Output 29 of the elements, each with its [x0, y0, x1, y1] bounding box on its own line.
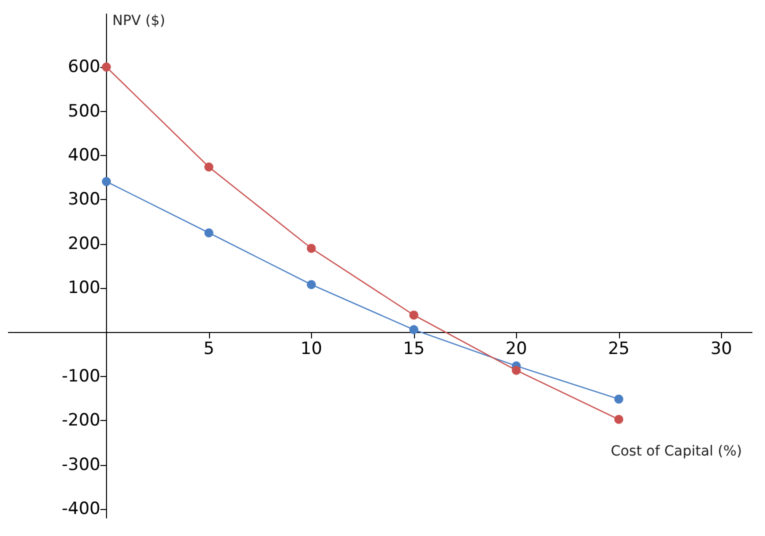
x-tick-label: 15	[403, 338, 425, 359]
y-tick-label: 400	[68, 145, 100, 166]
x-tick-label: 25	[608, 338, 630, 359]
point	[204, 162, 214, 172]
y-tick-label: -400	[62, 499, 100, 520]
y-axis-title: NPV ($)	[112, 13, 166, 29]
point	[102, 62, 111, 72]
x-tick-label: 20	[505, 338, 528, 359]
y-tick-label: 600	[68, 57, 100, 78]
point	[614, 394, 624, 404]
x-axis-title: Cost of Capital (%)	[610, 443, 742, 460]
point	[512, 366, 521, 375]
point	[204, 228, 214, 238]
y-tick-label: -300	[62, 454, 100, 475]
y-tick-label: 300	[68, 190, 100, 210]
y-tick-label: 100	[68, 278, 100, 298]
x-tick-label: 30	[710, 338, 732, 359]
y-tick-label: 500	[68, 101, 100, 122]
point	[409, 310, 418, 320]
y-tick-label: -100	[62, 366, 100, 387]
point	[306, 244, 316, 253]
x-tick-label: 5	[203, 338, 214, 359]
point	[102, 177, 111, 186]
y-tick-label: 200	[68, 234, 100, 254]
point	[409, 325, 418, 334]
y-tick-label: -200	[62, 410, 100, 431]
x-tick-label: 10	[300, 338, 322, 359]
point	[614, 414, 624, 424]
point	[306, 280, 316, 290]
